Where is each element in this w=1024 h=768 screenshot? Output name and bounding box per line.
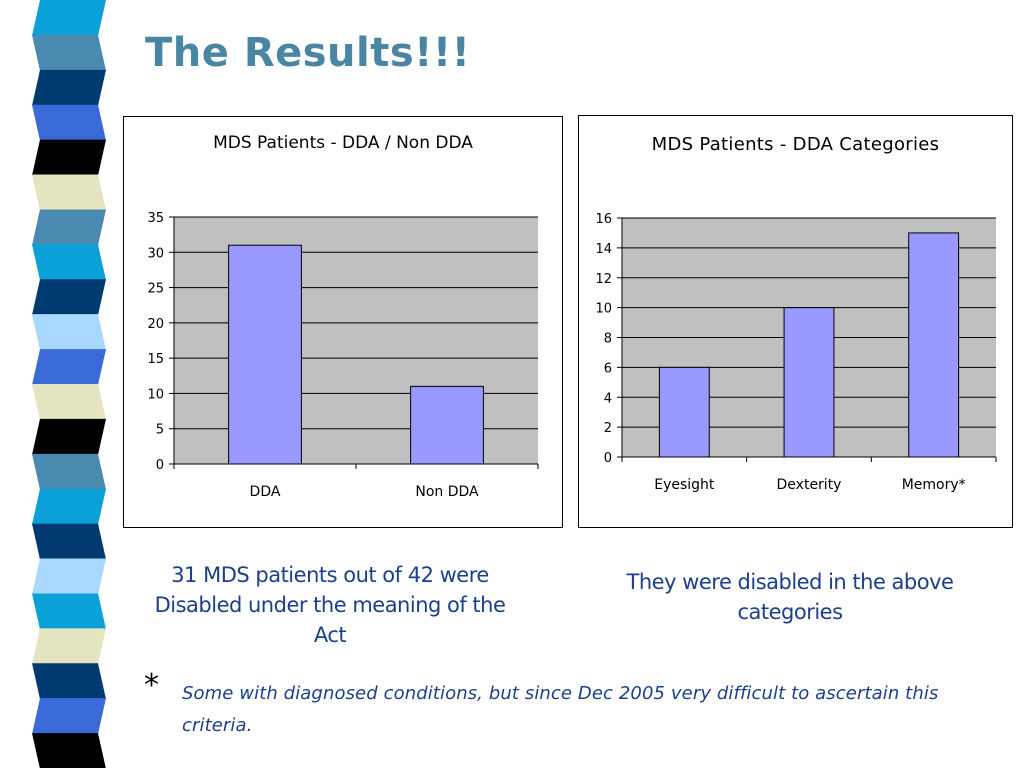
stripe-segment <box>32 488 106 525</box>
y-tick-label: 20 <box>147 317 164 332</box>
chart-dda-non-dda: MDS Patients - DDA / Non DDA 0 5 10 15 20 25 3… <box>123 116 563 528</box>
x-category-label: Dexterity <box>777 477 842 493</box>
y-tick-label: 30 <box>147 246 164 261</box>
bar-dda <box>228 244 302 465</box>
slide-title: The Results!!! <box>145 30 471 76</box>
stripe-segment <box>32 314 106 351</box>
stripe-segment <box>32 733 106 768</box>
stripe-segment <box>32 34 106 71</box>
stripe-segment <box>32 209 106 246</box>
chart-plot: 0 2 4 6 8 10 12 14 16 Eyesight Dexterity Memory* <box>595 212 997 493</box>
y-tick-label: 35 <box>147 211 164 226</box>
y-tick-label: 10 <box>147 387 164 402</box>
y-tick-label: 25 <box>147 282 164 297</box>
caption-left: 31 MDS patients out of 42 were Disabled … <box>154 563 506 647</box>
y-tick-label: 15 <box>147 352 164 367</box>
y-tick-label: 16 <box>595 212 612 227</box>
bar-eyesight <box>658 366 710 458</box>
bar-non-dda <box>410 385 484 465</box>
x-category-label: Eyesight <box>654 477 715 493</box>
y-tick-label: 14 <box>595 242 612 257</box>
footnote-asterisk: * <box>144 668 159 703</box>
stripe-segment <box>32 174 106 211</box>
y-tick-label: 0 <box>604 451 612 466</box>
x-category-label: DDA <box>250 484 281 500</box>
stripe-segment <box>32 453 106 490</box>
stripe-segment <box>32 104 106 141</box>
stripe-segment <box>32 139 106 176</box>
y-tick-label: 0 <box>156 458 164 473</box>
stripe-segment <box>32 558 106 595</box>
y-tick-label: 8 <box>604 332 612 347</box>
stripe-segment <box>32 523 106 560</box>
decorative-stripe-bar <box>32 0 106 768</box>
footnote-text: Some with diagnosed conditions, but sinc… <box>182 683 939 736</box>
y-tick-label: 10 <box>595 302 612 317</box>
stripe-segment <box>32 349 106 385</box>
stripe-segment <box>32 69 106 106</box>
chart-title: MDS Patients - DDA / Non DDA <box>213 133 473 153</box>
stripe-segment <box>32 628 106 665</box>
stripe-segment <box>32 593 106 630</box>
y-tick-label: 4 <box>604 391 612 406</box>
y-tick-label: 12 <box>595 272 612 287</box>
x-category-label: Non DDA <box>415 484 479 500</box>
caption-right: They were disabled in the above categori… <box>626 570 954 624</box>
stripe-segment <box>32 279 106 316</box>
stripe-segment <box>32 0 106 36</box>
stripe-segment <box>32 244 106 281</box>
chart-dda-categories: MDS Patients - DDA Categories 0 2 4 6 8 10 12 1… <box>578 115 1013 528</box>
x-category-label: Memory* <box>902 477 966 493</box>
y-tick-label: 6 <box>604 361 612 376</box>
chart-title: MDS Patients - DDA Categories <box>651 134 940 155</box>
bar-dexterity <box>783 307 835 458</box>
y-tick-label: 5 <box>156 423 164 438</box>
chart-plot: 0 5 10 15 20 25 30 35 DDA Non DDA <box>147 211 539 500</box>
stripe-segment <box>32 418 106 455</box>
y-tick-label: 2 <box>604 421 612 436</box>
stripe-segment <box>32 698 106 735</box>
stripe-segment <box>32 663 106 700</box>
bar-memory <box>908 232 960 458</box>
stripe-segment <box>32 384 106 420</box>
